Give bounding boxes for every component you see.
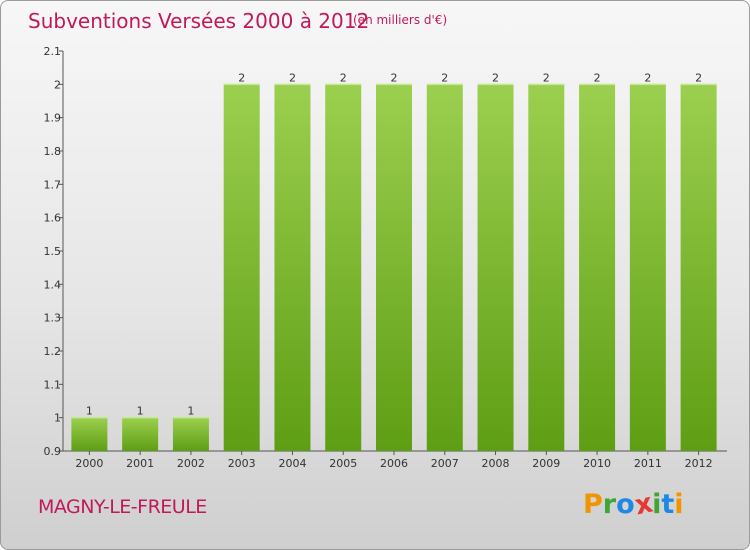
x-tick-label: 2004 [278,457,306,470]
x-tick-label: 2007 [431,457,459,470]
bar [274,84,311,451]
y-tick-label: 1.6 [44,212,62,225]
y-tick-label: 2 [54,78,61,91]
bar [426,84,463,451]
x-tick-label: 2010 [583,457,611,470]
bar-data-label: 2 [594,71,601,84]
x-tick-label: 2001 [126,457,154,470]
x-tick-label: 2011 [634,457,662,470]
bar [376,84,412,451]
y-tick-label: 0.9 [44,445,62,458]
bar-data-label: 2 [695,71,702,84]
bar-data-label: 2 [492,71,499,84]
bar [122,417,159,451]
bar [325,84,362,451]
bar-data-label: 1 [187,405,194,418]
y-tick-label: 1.1 [44,378,62,391]
x-tick-label: 2005 [329,457,357,470]
bars: 1 1 1 2 2 2 2 2 2 2 2 2 2 [71,71,717,451]
y-axis: 0.9 1 1.1 1.2 1.3 1.4 1.5 1.6 1.7 1.8 1.9 2 2.1 [44,45,64,458]
x-tick-label: 2000 [75,457,103,470]
bar [528,84,565,451]
bar [223,84,260,451]
bar-data-label: 2 [289,71,296,84]
brand-letter: t [661,489,675,520]
y-tick-label: 1.2 [44,345,62,358]
y-tick-label: 2.1 [44,45,62,58]
brand-letter: i [652,489,662,520]
x-tick-label: 2008 [482,457,510,470]
brand-letter: o [616,489,635,520]
bar [680,84,717,451]
x-tick-label: 2006 [380,457,408,470]
y-tick-label: 1.4 [44,278,62,291]
bar-data-label: 2 [391,71,398,84]
x-axis: 2000 2001 2002 2003 2004 2005 2006 2007 2008 2009… [63,450,727,470]
y-tick-label: 1.9 [44,112,62,125]
bar-data-label: 1 [137,405,144,418]
y-tick-label: 1.7 [44,178,62,191]
bar [477,84,514,451]
x-tick-label: 2003 [228,457,256,470]
y-tick-label: 1.8 [44,145,62,158]
chart-subtitle: (en milliers d'€) [353,13,448,27]
bar-data-label: 2 [543,71,550,84]
y-tick-label: 1 [54,412,61,425]
bar-data-label: 2 [238,71,245,84]
bar-data-label: 2 [644,71,651,84]
y-tick-label: 1.5 [44,245,62,258]
chart-title: Subventions Versées 2000 à 2012 [28,9,370,33]
bar [71,417,108,451]
proxiti-logo[interactable]: Proxiti [583,488,684,522]
commune-name: MAGNY-LE-FREULE [38,496,207,518]
brand-letter: P [583,489,603,520]
bar-data-label: 2 [340,71,347,84]
bar [172,417,209,451]
x-tick-label: 2012 [685,457,713,470]
x-tick-label: 2009 [532,457,560,470]
y-tick-label: 1.3 [44,312,62,325]
bar [579,84,616,451]
brand-letter: r [602,489,617,520]
bar-data-label: 1 [86,405,93,418]
x-tick-label: 2002 [177,457,205,470]
brand-letter: i [674,489,684,520]
bar-data-label: 2 [441,71,448,84]
bar [629,84,666,451]
